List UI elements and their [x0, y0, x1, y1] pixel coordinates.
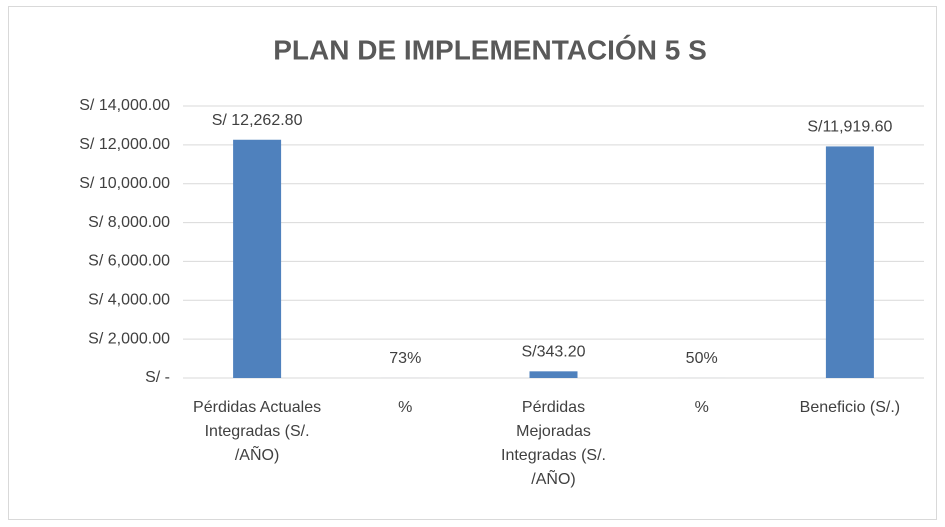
data-label: 73% — [389, 350, 421, 367]
y-tick-label: S/ 2,000.00 — [88, 330, 170, 347]
y-tick-label: S/ 10,000.00 — [79, 175, 170, 192]
y-tick-label: S/ 12,000.00 — [79, 136, 170, 153]
bar — [825, 146, 874, 378]
bar — [529, 371, 578, 378]
y-tick-label: S/ 14,000.00 — [79, 97, 170, 114]
data-label: 50% — [686, 350, 718, 367]
x-tick-label: Pérdidas Actuales Integradas (S/. /AÑO) — [193, 399, 322, 464]
chart-title: PLAN DE IMPLEMENTACIÓN 5 S — [273, 34, 707, 65]
y-tick-label: S/ - — [145, 369, 170, 386]
x-tick-label: Pérdidas Mejoradas Integradas (S/. /AÑO) — [501, 399, 606, 488]
data-label: S/343.20 — [521, 344, 585, 361]
y-tick-label: S/ 6,000.00 — [88, 253, 170, 270]
data-label: S/11,919.60 — [807, 119, 892, 136]
y-tick-label: S/ 4,000.00 — [88, 292, 170, 309]
bar — [233, 139, 282, 378]
data-label: S/ 12,262.80 — [212, 112, 303, 129]
x-tick-label: % — [398, 399, 413, 416]
x-tick-label: % — [694, 399, 709, 416]
chart-border — [8, 6, 937, 520]
y-tick-label: S/ 8,000.00 — [88, 214, 170, 231]
x-tick-label: Beneficio (S/.) — [799, 399, 901, 416]
